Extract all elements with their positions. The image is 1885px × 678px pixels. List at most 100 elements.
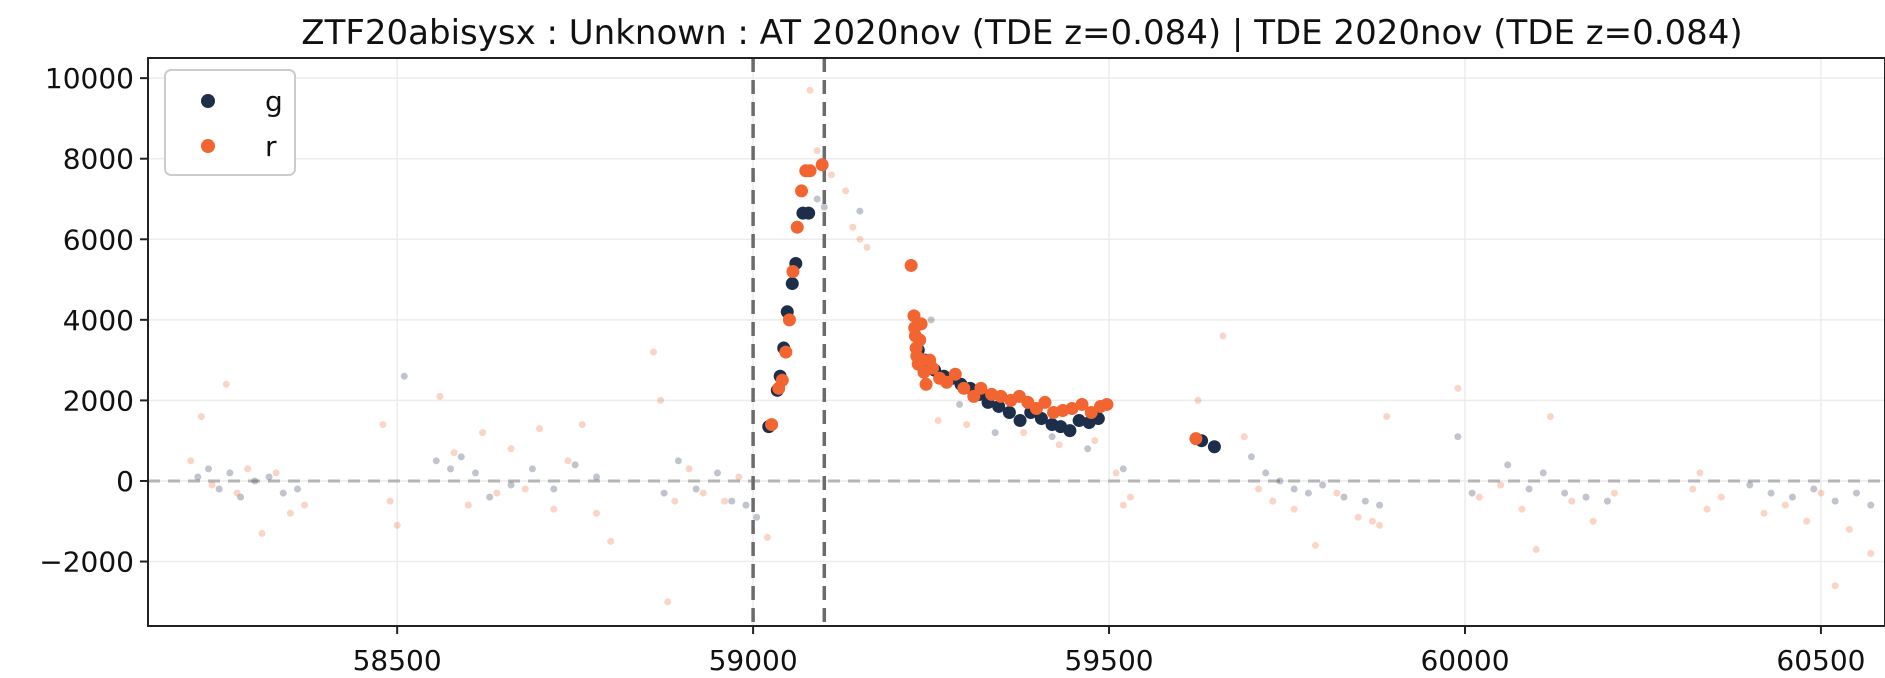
data-point-g	[1013, 414, 1027, 428]
x-axis: 58500 59000 59500 60000 60500	[353, 626, 1865, 677]
faint-point-g	[1831, 497, 1839, 505]
faint-point-r	[386, 497, 394, 505]
faint-point-r	[735, 473, 743, 481]
faint-point-r	[1817, 489, 1825, 497]
faint-point-g	[1276, 477, 1284, 485]
data-point-r	[914, 317, 928, 331]
faint-point-r	[1333, 489, 1341, 497]
faint-point-r	[1194, 396, 1202, 404]
faint-point-g	[528, 465, 536, 473]
faint-point-g	[400, 372, 408, 380]
faint-point-g	[1525, 485, 1533, 493]
faint-point-r	[827, 171, 835, 179]
faint-point-r	[1126, 493, 1134, 501]
main-points	[762, 158, 1221, 454]
faint-point-r	[464, 501, 472, 509]
faint-point-g	[1340, 493, 1348, 501]
faint-point-r	[450, 449, 458, 457]
data-point-r	[815, 158, 829, 172]
faint-point-r	[849, 223, 857, 231]
faint-point-g	[226, 469, 234, 477]
faint-point-g	[432, 457, 440, 465]
faint-point-g	[1561, 489, 1569, 497]
faint-point-r	[1760, 509, 1768, 517]
faint-point-g	[1539, 469, 1547, 477]
faint-point-g	[1048, 433, 1056, 441]
faint-point-g	[205, 465, 213, 473]
faint-point-r	[233, 489, 241, 497]
data-point-r	[974, 381, 988, 395]
faint-point-g	[728, 497, 736, 505]
data-point-r	[1038, 395, 1052, 409]
faint-point-r	[763, 533, 771, 541]
faint-point-r	[550, 505, 558, 513]
legend: g r	[164, 69, 296, 176]
faint-point-g	[1361, 497, 1369, 505]
faint-point-r	[1845, 525, 1853, 533]
faint-point-r	[607, 537, 615, 545]
faint-point-g	[251, 477, 259, 485]
y-tick-label: 10000	[45, 62, 134, 95]
faint-point-r	[379, 421, 387, 429]
faint-point-r	[1497, 481, 1505, 489]
faint-point-r	[1454, 384, 1462, 392]
x-tick-label: 59000	[709, 644, 798, 677]
data-point-r	[957, 381, 971, 395]
data-point-r	[775, 373, 789, 387]
faint-point-r	[479, 429, 487, 437]
faint-point-r	[244, 465, 252, 473]
faint-point-r	[258, 529, 266, 537]
faint-point-r	[564, 457, 572, 465]
faint-point-g	[753, 513, 761, 521]
faint-point-r	[1376, 521, 1384, 529]
data-point-r	[1075, 397, 1089, 411]
faint-point-g	[550, 485, 558, 493]
faint-point-r	[1112, 469, 1120, 477]
faint-point-g	[714, 469, 722, 477]
faint-point-r	[1269, 497, 1277, 505]
faint-point-r	[436, 392, 444, 400]
faint-point-r	[963, 421, 971, 429]
faint-point-r	[521, 485, 529, 493]
data-point-r	[790, 220, 804, 234]
faint-point-g	[1788, 493, 1796, 501]
data-point-r	[919, 377, 933, 391]
faint-point-r	[699, 489, 707, 497]
faint-point-r	[578, 421, 586, 429]
faint-point-r	[1803, 517, 1811, 525]
faint-point-g	[1304, 489, 1312, 497]
faint-point-r	[222, 380, 230, 388]
faint-point-g	[571, 461, 579, 469]
data-point-r	[940, 375, 954, 389]
faint-point-r	[664, 598, 672, 606]
faint-point-r	[1831, 582, 1839, 590]
faint-point-r	[856, 235, 864, 243]
faint-point-r	[536, 425, 544, 433]
faint-point-r	[842, 187, 850, 195]
data-point-r	[786, 265, 800, 279]
faint-point-g	[592, 473, 600, 481]
data-point-g	[1072, 414, 1086, 428]
data-point-r	[1065, 401, 1079, 415]
faint-point-r	[1475, 493, 1483, 501]
data-point-g	[1034, 412, 1048, 426]
faint-point-r	[1689, 485, 1697, 493]
faint-point-r	[649, 348, 657, 356]
legend-marker-g	[201, 94, 215, 108]
faint-point-r	[592, 509, 600, 517]
faint-point-r	[1119, 501, 1127, 509]
data-point-r	[925, 361, 939, 375]
faint-point-r	[1546, 413, 1554, 421]
data-point-g	[802, 206, 816, 220]
x-tick-label: 60500	[1776, 644, 1865, 677]
faint-point-r	[1020, 429, 1028, 437]
faint-point-g	[674, 457, 682, 465]
faint-point-r	[1589, 517, 1597, 525]
faint-point-g	[1468, 489, 1476, 497]
faint-point-g	[1504, 461, 1512, 469]
data-point-g	[1207, 440, 1221, 454]
faint-point-g	[471, 469, 479, 477]
faint-point-r	[1055, 441, 1063, 449]
faint-point-r	[813, 147, 821, 155]
